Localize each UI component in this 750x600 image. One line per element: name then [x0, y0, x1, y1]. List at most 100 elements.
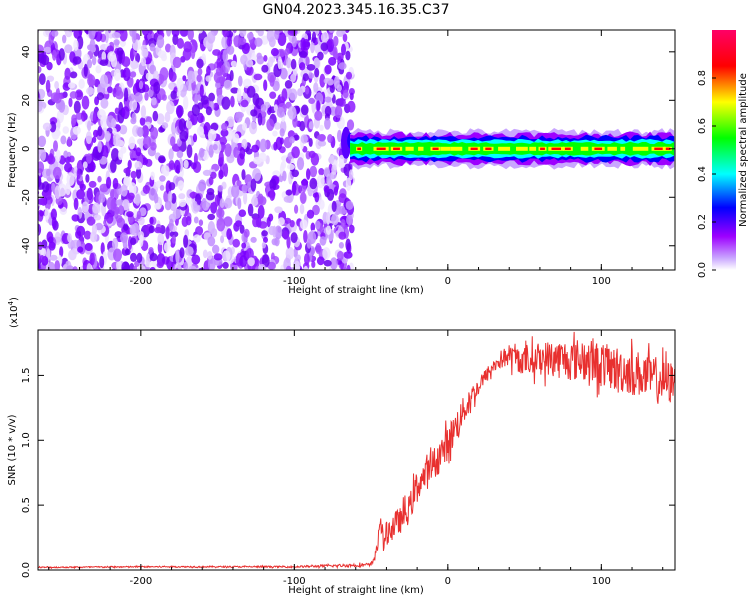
- spectrogram-cell: [232, 30, 237, 34]
- signal-band-core: [440, 146, 451, 151]
- spectrogram-cell: [40, 255, 45, 262]
- spectrogram-cell: [176, 38, 184, 49]
- spectrogram-cell: [198, 267, 206, 270]
- spectrogram-cell: [150, 171, 155, 181]
- spectrogram-cell: [275, 136, 283, 151]
- spectrogram-cell: [187, 30, 194, 41]
- spectrogram-cell: [178, 199, 187, 208]
- spectrogram-cell: [205, 191, 215, 201]
- spectrogram-cell: [221, 35, 229, 49]
- spectrogram-cell: [86, 59, 93, 69]
- signal-band-core: [485, 147, 492, 150]
- spectrogram-cell: [172, 208, 182, 219]
- spectrogram-cell: [148, 30, 153, 35]
- spectrogram-cell: [298, 50, 308, 58]
- spectrogram-cell: [49, 121, 57, 133]
- spectrogram-cell: [97, 125, 103, 137]
- spectrogram-cell: [206, 65, 211, 77]
- spectrogram-cell: [283, 195, 293, 203]
- spectrogram-cell: [310, 152, 320, 166]
- spectrogram-cell: [52, 166, 62, 179]
- spectrogram-cell: [135, 193, 141, 206]
- signal-band-core: [450, 146, 463, 151]
- spectrogram-cell: [140, 105, 147, 119]
- spectrogram-cell: [38, 30, 39, 32]
- spectrogram-cell: [145, 253, 151, 267]
- spectrogram-cell: [139, 117, 146, 126]
- spectrogram-cell: [280, 161, 287, 170]
- spectrogram-cell: [324, 96, 332, 103]
- spectrogram-cell: [46, 155, 56, 165]
- spectrogram-cell: [284, 80, 293, 89]
- spectrogram-cell: [223, 216, 233, 227]
- spectrogram-cell: [239, 224, 245, 234]
- y-tick-label: 0.5: [21, 497, 32, 513]
- spectrogram-cell: [85, 131, 92, 145]
- spectrogram-cell: [38, 99, 43, 112]
- spectrogram-ylabel: Frequency (Hz): [7, 112, 18, 188]
- spectrogram-cell: [39, 210, 44, 217]
- spectrogram-cell: [302, 73, 309, 82]
- spectrogram-cell: [277, 32, 287, 46]
- y-tick-label: 1.0: [21, 432, 32, 448]
- signal-band-core: [665, 147, 671, 150]
- spectrogram-cell: [130, 170, 137, 179]
- spectrogram-cell: [250, 178, 257, 192]
- spectrogram-cell: [91, 55, 97, 66]
- spectrogram-cell: [149, 253, 158, 262]
- spectrogram-cell: [238, 75, 243, 87]
- spectrogram-cell: [163, 242, 170, 253]
- spectrogram-cell: [51, 30, 59, 37]
- spectrogram-cell: [311, 270, 319, 277]
- spectrogram-cell: [205, 106, 212, 116]
- spectrogram-cell: [54, 185, 61, 199]
- spectrogram-cell: [258, 152, 267, 162]
- spectrogram-cell: [73, 197, 79, 210]
- spectrogram-cell: [301, 179, 309, 186]
- spectrogram-cell: [345, 71, 353, 80]
- y-tick-label: -20: [21, 189, 32, 205]
- spectrogram-cell: [224, 197, 233, 209]
- snr-ylabel: SNR (10 * v/v): [7, 414, 18, 485]
- spectrogram-cell: [38, 149, 41, 162]
- spectrogram-cell: [58, 99, 66, 113]
- spectrogram-cell: [145, 72, 151, 81]
- spectrogram-cell: [323, 167, 331, 178]
- signal-band-core: [393, 147, 400, 150]
- spectrogram-cell: [161, 164, 170, 176]
- spectrogram-cell: [183, 95, 189, 110]
- signal-band-core: [594, 147, 603, 150]
- spectrogram-cell: [349, 224, 355, 234]
- spectrogram-cell: [195, 226, 204, 236]
- spectrogram-cell: [241, 169, 246, 181]
- spectrogram-cell: [337, 97, 346, 107]
- spectrogram-cell: [322, 247, 331, 260]
- spectrogram-cell: [290, 58, 297, 70]
- spectrogram-cell: [298, 185, 303, 194]
- spectrogram-cell: [128, 182, 137, 197]
- x-tick-label: 0: [445, 276, 451, 287]
- spectrogram-cell: [182, 75, 187, 82]
- spectrogram-cell: [230, 95, 235, 108]
- spectrogram-cell: [274, 122, 281, 130]
- spectrogram-cell: [291, 146, 300, 159]
- spectrogram-cell: [43, 46, 52, 54]
- spectrogram-cell: [203, 125, 208, 135]
- spectrogram-cell: [100, 98, 109, 109]
- spectrogram-cell: [213, 253, 223, 261]
- spectrogram-cell: [263, 55, 268, 62]
- spectrogram-cell: [59, 206, 68, 215]
- signal-band-core: [620, 146, 626, 151]
- spectrogram-cell: [78, 78, 85, 89]
- spectrogram-cell: [64, 44, 73, 54]
- spectrogram-cell: [319, 124, 324, 131]
- spectrogram-cell: [98, 193, 106, 203]
- spectrogram-cell: [197, 67, 203, 76]
- spectrogram-cell: [347, 100, 356, 113]
- y-tick-label: 0.0: [21, 562, 32, 578]
- spectrogram-cell: [309, 165, 318, 178]
- spectrogram-cell: [274, 30, 280, 40]
- spectrogram-cell: [177, 180, 185, 190]
- spectrogram-cell: [307, 231, 317, 245]
